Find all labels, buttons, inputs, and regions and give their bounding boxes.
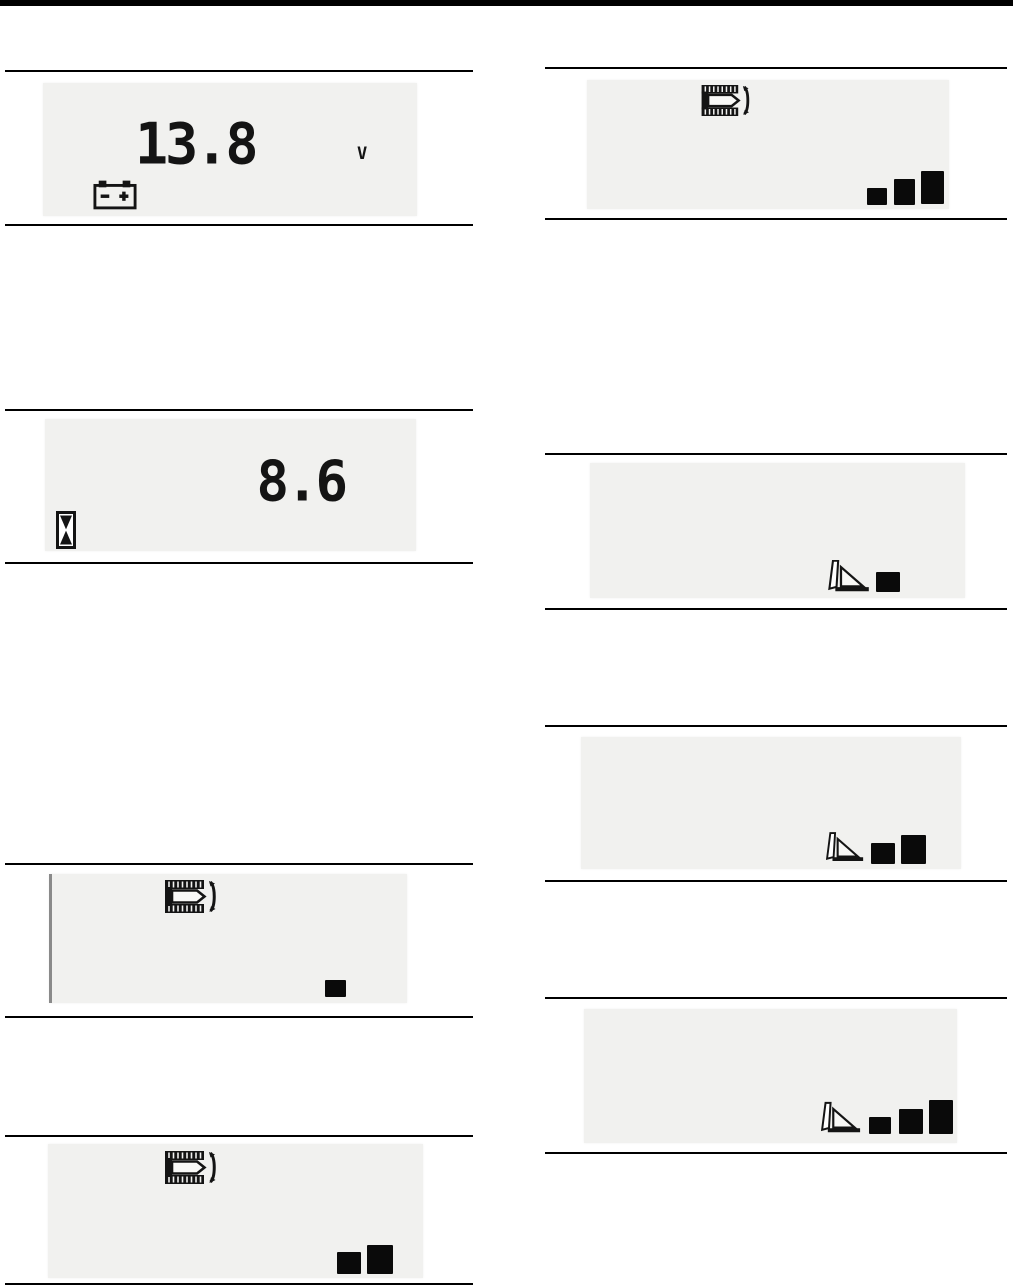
panel-edge-artifact [49, 874, 52, 1003]
level-bar-2 [894, 179, 915, 205]
lcd-panel-hour-meter: 8.6 [45, 419, 416, 551]
ramp-wedge-icon [828, 560, 869, 592]
ramp-wedge-icon [821, 1101, 861, 1133]
horizontal-rule [5, 1283, 473, 1285]
horizontal-rule [545, 1152, 1007, 1154]
level-bar-2 [901, 835, 926, 864]
horizontal-rule [5, 1135, 473, 1137]
lcd-panel-ramp-level-2 [581, 737, 961, 869]
level-bar-1 [867, 188, 887, 205]
lcd-panel-battery-voltage: 13.8 V [43, 83, 417, 216]
voltage-unit-label: V [357, 144, 368, 164]
level-bar-1 [337, 1252, 361, 1274]
horizontal-rule [545, 453, 1007, 455]
drum-rotation-icon [165, 880, 216, 913]
horizontal-rule [5, 1016, 473, 1018]
horizontal-rule [5, 409, 473, 411]
horizontal-rule [5, 224, 473, 226]
hourglass-icon [56, 511, 76, 549]
drum-rotation-icon [165, 1151, 216, 1184]
horizontal-rule [545, 725, 1007, 727]
hour-meter-value: 8.6 [256, 448, 348, 515]
horizontal-rule [5, 562, 473, 564]
horizontal-rule [545, 880, 1007, 882]
level-bar-1 [876, 572, 900, 592]
lcd-panel-ramp-level-1 [590, 463, 965, 598]
lcd-panel-ramp-level-3 [584, 1009, 957, 1143]
ramp-wedge-icon [826, 832, 864, 862]
horizontal-rule [545, 997, 1007, 999]
horizontal-rule [545, 67, 1007, 69]
lcd-panel-drum-level-1 [49, 874, 407, 1003]
level-bar-1 [871, 843, 895, 864]
horizontal-rule [545, 608, 1007, 610]
battery-voltage-value: 13.8 [135, 110, 258, 178]
drum-rotation-icon [701, 85, 750, 116]
level-bar-2 [367, 1245, 393, 1274]
level-bar-2 [899, 1109, 923, 1134]
horizontal-rule [5, 863, 473, 865]
level-bar-3 [921, 171, 944, 204]
lcd-panel-drum-level-2 [48, 1144, 423, 1278]
page-top-bar [0, 0, 1013, 6]
battery-icon [93, 180, 137, 210]
horizontal-rule [5, 70, 473, 72]
level-bar-1 [325, 980, 346, 997]
lcd-panel-drum-level-3 [587, 80, 949, 209]
level-bar-3 [929, 1100, 953, 1134]
level-bar-1 [869, 1117, 891, 1134]
horizontal-rule [545, 218, 1007, 220]
